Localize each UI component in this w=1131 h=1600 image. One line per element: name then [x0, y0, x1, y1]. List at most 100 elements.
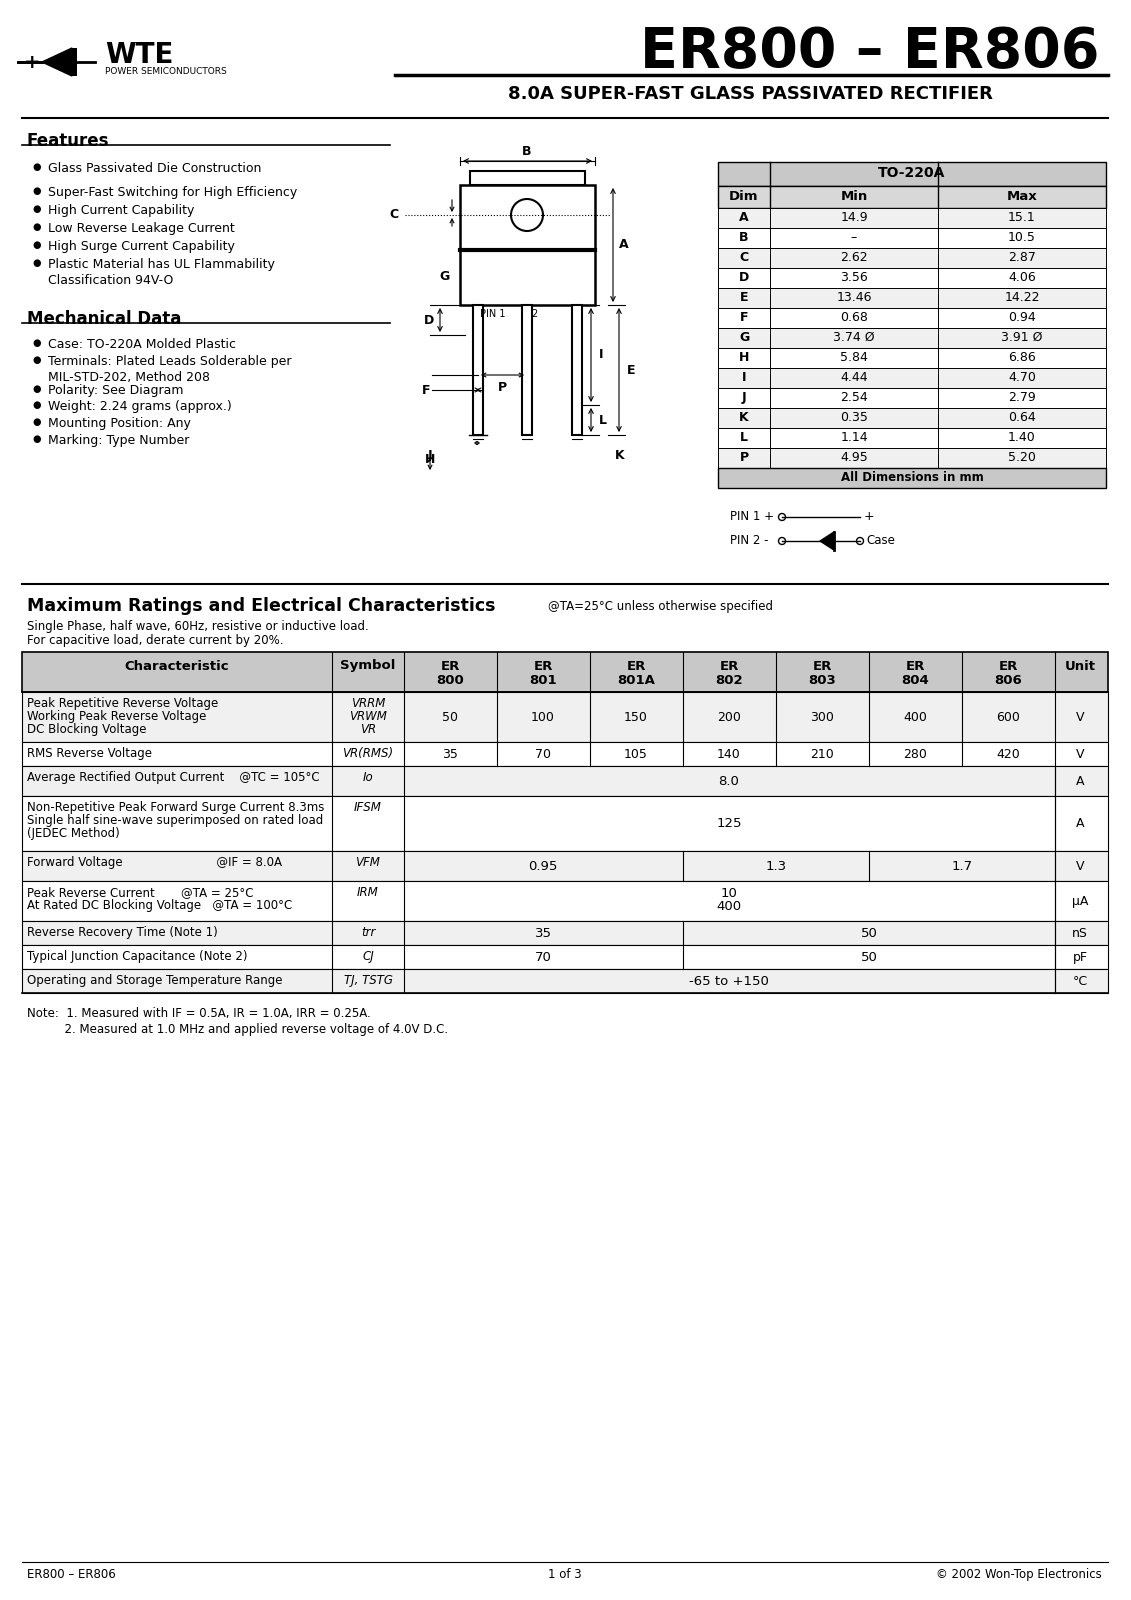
Text: 5.84: 5.84: [840, 350, 867, 365]
Text: ER: ER: [905, 659, 925, 674]
Text: ●: ●: [32, 222, 41, 232]
Text: Mechanical Data: Mechanical Data: [27, 310, 181, 328]
Text: 2.79: 2.79: [1008, 390, 1036, 403]
Text: At Rated DC Blocking Voltage   @TA = 100°C: At Rated DC Blocking Voltage @TA = 100°C: [27, 899, 292, 912]
Text: 10: 10: [720, 886, 737, 899]
Text: All Dimensions in mm: All Dimensions in mm: [840, 470, 983, 483]
Text: B: B: [523, 146, 532, 158]
Text: 0.95: 0.95: [528, 861, 558, 874]
Bar: [718, 408, 1106, 427]
Polygon shape: [820, 531, 834, 550]
Text: G: G: [440, 270, 450, 283]
Text: 13.46: 13.46: [836, 291, 872, 304]
Text: 0.35: 0.35: [840, 411, 867, 424]
Text: °C: °C: [1072, 974, 1088, 987]
Text: 800: 800: [437, 674, 464, 686]
Bar: [718, 162, 1106, 186]
Bar: [21, 766, 1108, 795]
Text: 801A: 801A: [618, 674, 655, 686]
Text: 4.95: 4.95: [840, 451, 867, 464]
Text: 70: 70: [535, 749, 551, 762]
Text: –: –: [851, 230, 857, 243]
Text: H: H: [739, 350, 749, 365]
Text: B: B: [740, 230, 749, 243]
Text: VR(RMS): VR(RMS): [343, 747, 394, 760]
Text: F: F: [740, 310, 749, 323]
Bar: [460, 186, 595, 250]
Text: VR: VR: [360, 723, 377, 736]
Circle shape: [856, 538, 863, 544]
Text: ER: ER: [627, 659, 646, 674]
Bar: [718, 227, 1106, 248]
Text: 4.06: 4.06: [1008, 270, 1036, 285]
Text: 0.94: 0.94: [1008, 310, 1036, 323]
Text: Glass Passivated Die Construction: Glass Passivated Die Construction: [48, 162, 261, 174]
Text: 105: 105: [624, 749, 648, 762]
Text: Terminals: Plated Leads Solderable per: Terminals: Plated Leads Solderable per: [48, 355, 292, 368]
Bar: [718, 349, 1106, 368]
Text: Io: Io: [363, 771, 373, 784]
Text: +: +: [864, 510, 874, 523]
Text: Marking: Type Number: Marking: Type Number: [48, 434, 189, 446]
Text: nS: nS: [1072, 926, 1088, 939]
Text: 803: 803: [809, 674, 836, 686]
Text: Single Phase, half wave, 60Hz, resistive or inductive load.: Single Phase, half wave, 60Hz, resistive…: [27, 619, 369, 634]
Text: 200: 200: [717, 710, 741, 723]
Text: ●: ●: [32, 434, 41, 443]
Text: F: F: [422, 384, 430, 397]
Text: A: A: [619, 238, 629, 251]
Text: 150: 150: [624, 710, 648, 723]
Bar: [718, 267, 1106, 288]
Bar: [470, 171, 585, 186]
Bar: [21, 742, 1108, 766]
Text: ER: ER: [999, 659, 1018, 674]
Text: TJ, TSTG: TJ, TSTG: [344, 974, 392, 987]
Text: µA: µA: [1072, 894, 1088, 909]
Text: 70: 70: [535, 950, 552, 963]
Text: trr: trr: [361, 926, 375, 939]
Circle shape: [778, 538, 786, 544]
Text: Case: Case: [866, 534, 895, 547]
Circle shape: [778, 514, 786, 520]
Text: Mounting Position: Any: Mounting Position: Any: [48, 418, 191, 430]
Text: Classification 94V-O: Classification 94V-O: [48, 274, 173, 286]
Text: 3.91 Ø: 3.91 Ø: [1001, 331, 1043, 344]
Bar: [718, 427, 1106, 448]
Text: PIN 1: PIN 1: [480, 309, 506, 318]
Text: Characteristic: Characteristic: [124, 659, 230, 672]
Text: ER: ER: [534, 659, 553, 674]
Bar: [718, 307, 1106, 328]
Text: ER: ER: [812, 659, 831, 674]
Bar: [72, 48, 77, 75]
Text: Forward Voltage                         @IF = 8.0A: Forward Voltage @IF = 8.0A: [27, 856, 282, 869]
Text: 4.44: 4.44: [840, 371, 867, 384]
Text: A: A: [1076, 818, 1085, 830]
Text: 300: 300: [810, 710, 834, 723]
Bar: [21, 882, 1108, 922]
Bar: [718, 186, 1106, 208]
Text: I: I: [742, 371, 746, 384]
Text: ●: ●: [32, 400, 41, 410]
Text: J: J: [428, 450, 432, 462]
Text: PIN 1 +: PIN 1 +: [729, 510, 774, 523]
Text: 50: 50: [861, 950, 878, 963]
Text: H: H: [425, 453, 435, 466]
Bar: [718, 387, 1106, 408]
Text: ●: ●: [32, 203, 41, 214]
Bar: [21, 851, 1108, 882]
Text: G: G: [739, 331, 749, 344]
Text: Reverse Recovery Time (Note 1): Reverse Recovery Time (Note 1): [27, 926, 218, 939]
Text: A: A: [740, 211, 749, 224]
Text: 10.5: 10.5: [1008, 230, 1036, 243]
Text: 804: 804: [901, 674, 929, 686]
Text: High Current Capability: High Current Capability: [48, 203, 195, 218]
Text: 50: 50: [861, 926, 878, 939]
Text: 2. Measured at 1.0 MHz and applied reverse voltage of 4.0V D.C.: 2. Measured at 1.0 MHz and applied rever…: [27, 1022, 448, 1037]
Text: CJ: CJ: [362, 950, 374, 963]
Text: VRRM: VRRM: [351, 698, 386, 710]
Text: Unit: Unit: [1064, 659, 1096, 672]
Text: Maximum Ratings and Electrical Characteristics: Maximum Ratings and Electrical Character…: [27, 597, 495, 614]
Text: VFM: VFM: [355, 856, 380, 869]
Text: 3.74 Ø: 3.74 Ø: [834, 331, 874, 344]
Text: V: V: [1076, 861, 1085, 874]
